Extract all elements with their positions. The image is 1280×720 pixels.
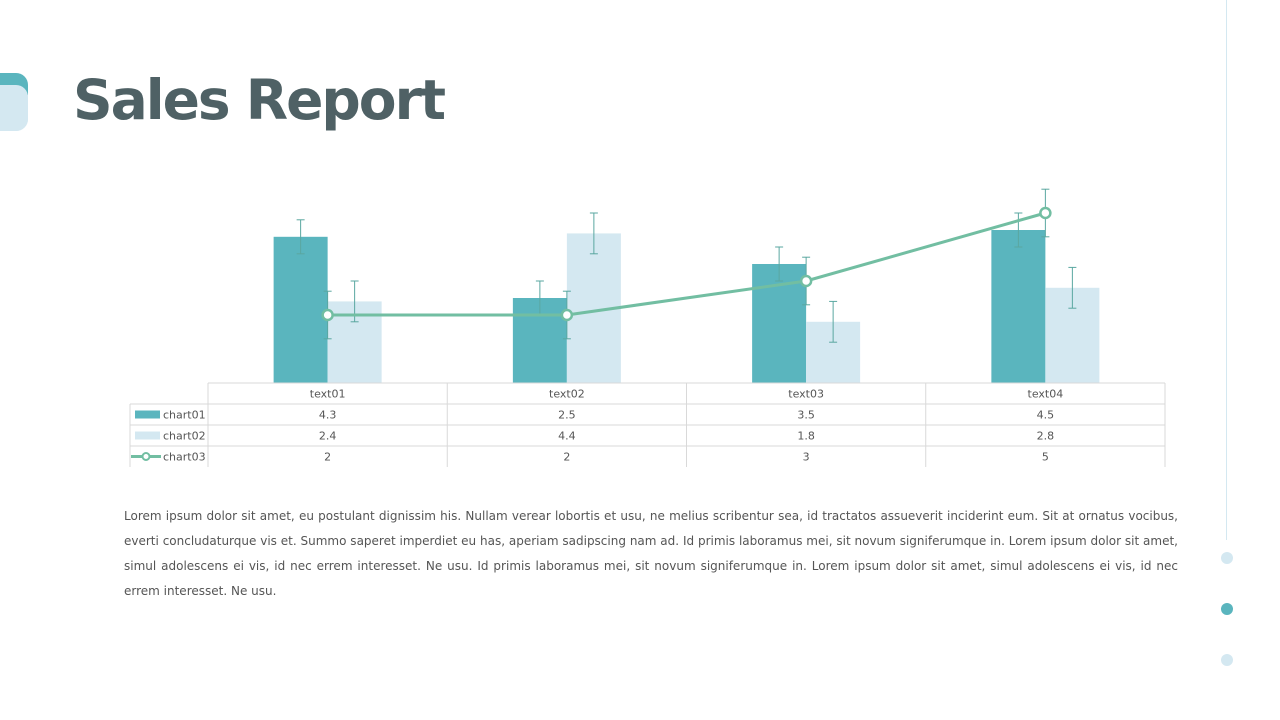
legend-swatch [135,431,160,440]
category-label: text02 [549,388,585,401]
legend-label: chart01 [163,409,206,422]
title: Sales Report [73,68,446,132]
line-point [560,308,574,322]
table-value: 3.5 [797,409,815,422]
table-value: 4.3 [319,409,337,422]
bar [991,230,1046,383]
corner-decor-inner [0,85,28,131]
paragraph: Lorem ipsum dolor sit amet, eu postulant… [124,509,1178,598]
category-label: text01 [310,388,346,401]
line-point [321,308,334,322]
legend-label: chart02 [163,430,206,443]
nav-dot[interactable] [1221,654,1233,666]
category-label: text04 [1028,388,1064,401]
table-value: 2.4 [319,430,337,443]
table-value: 1.8 [797,430,815,443]
table-value: 5 [1042,451,1049,464]
legend-swatch [135,410,160,419]
line-point [1039,206,1052,220]
table-value: 2 [563,451,570,464]
table-value: 4.5 [1037,409,1055,422]
chart: text01 text02 text03 text04 chart01 4.3 2.5 3.5… [129,188,1166,467]
legend-label: chart03 [163,451,206,464]
category-label: text03 [788,388,824,401]
table-value: 4.4 [558,430,576,443]
line [327,211,1046,317]
nav-dot[interactable] [1221,552,1233,564]
table-value: 3 [803,451,810,464]
table-value: 2.5 [558,409,576,422]
legend-swatch-marker [141,452,151,461]
bar [273,236,328,383]
line-point [799,274,813,288]
side-line [1226,0,1227,540]
table-value: 2 [324,451,331,464]
table-value: 2.8 [1037,430,1055,443]
nav-dot-active[interactable] [1221,603,1233,615]
